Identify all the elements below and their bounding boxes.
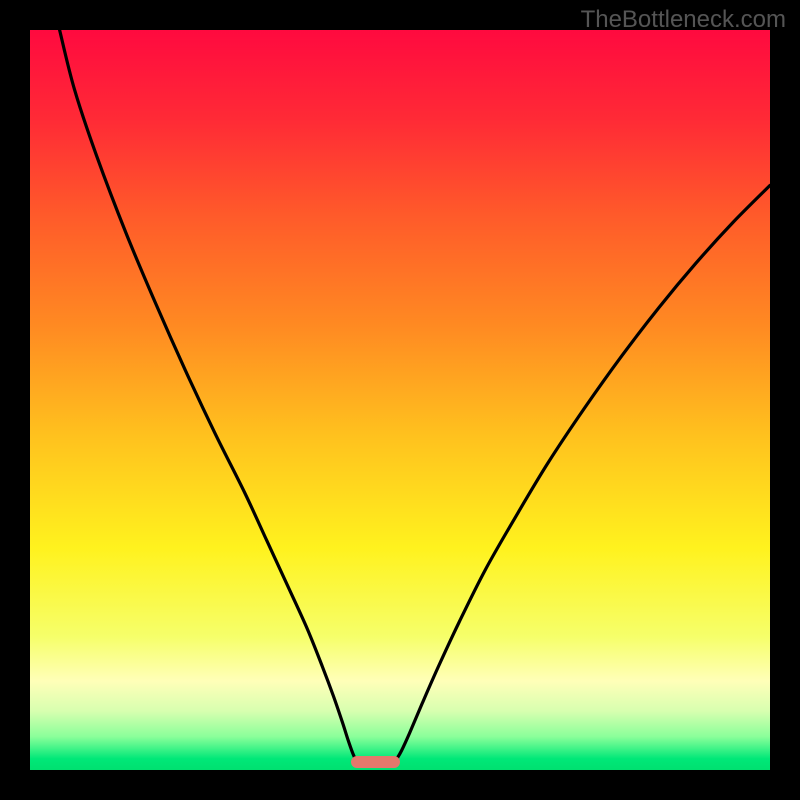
chart-frame: TheBottleneck.com <box>0 0 800 800</box>
watermark-text: TheBottleneck.com <box>581 6 786 34</box>
optimal-range-marker <box>351 756 400 769</box>
bottleneck-curves <box>30 30 770 770</box>
plot-area <box>30 30 770 770</box>
left-curve <box>60 30 356 760</box>
right-curve <box>396 185 770 759</box>
